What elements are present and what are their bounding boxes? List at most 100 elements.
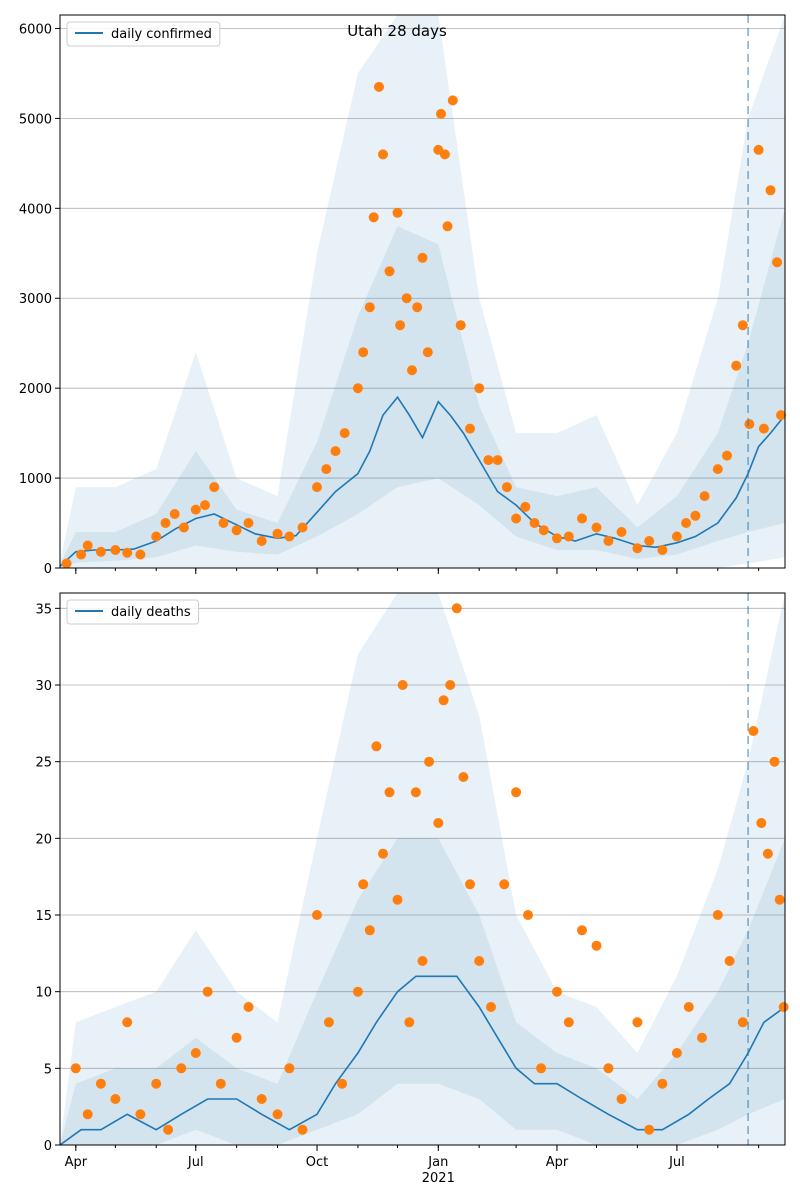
top-ytick-label-4: 4000	[19, 202, 52, 217]
top-point	[378, 149, 388, 160]
top-point	[151, 531, 162, 542]
bottom-point	[433, 818, 444, 828]
bottom-point	[523, 910, 533, 920]
xtick-label-5: Jul	[668, 1155, 685, 1170]
bottom-point	[657, 1078, 668, 1089]
xtick-label-0: Apr	[65, 1155, 88, 1170]
bottom-point	[284, 1063, 295, 1074]
top-point	[616, 527, 627, 537]
top-point	[690, 510, 701, 521]
top-point	[501, 482, 512, 493]
bottom-point	[591, 940, 602, 951]
bottom-band-1	[60, 838, 785, 1145]
bottom-point	[697, 1032, 707, 1043]
bottom-point	[135, 1109, 146, 1120]
bottom-ytick-label-4: 20	[35, 832, 52, 847]
bottom-point	[163, 1124, 174, 1135]
bottom-point	[256, 1094, 267, 1104]
top-point	[218, 518, 229, 528]
bottom-point	[358, 879, 369, 890]
top-point	[61, 558, 72, 569]
top-point	[243, 518, 254, 528]
bottom-point	[616, 1094, 627, 1104]
bottom-bands	[60, 593, 785, 1145]
top-point	[603, 536, 614, 546]
top-axes-frame	[59, 14, 786, 569]
bottom-point	[297, 1124, 308, 1135]
chart-title: Utah 28 days	[347, 22, 447, 40]
bottom-point	[552, 986, 562, 997]
top-point	[439, 149, 450, 160]
bottom-point	[778, 1002, 789, 1012]
bottom-point	[215, 1078, 226, 1089]
bottom-point	[312, 910, 322, 920]
bottom-point	[563, 1017, 574, 1028]
top-ytick-label-3: 3000	[19, 292, 52, 307]
top-point	[538, 525, 549, 536]
bottom-point	[384, 787, 395, 798]
bottom-point	[231, 1032, 242, 1043]
top-point	[200, 500, 210, 511]
top-point	[552, 533, 562, 544]
bottom-point	[122, 1017, 133, 1028]
top-point	[492, 455, 503, 466]
bottom-point	[397, 680, 408, 690]
bottom-point	[272, 1109, 283, 1120]
top-point	[465, 423, 475, 434]
top-legend-box	[66, 21, 221, 47]
top-point	[681, 518, 692, 528]
top-points	[61, 81, 786, 569]
top-point	[417, 252, 428, 263]
top-point	[511, 513, 522, 524]
top-point	[447, 95, 458, 106]
top-point	[474, 383, 485, 394]
bottom-point	[474, 956, 485, 966]
bottom-point	[70, 1063, 81, 1074]
bottom-xticks: Apr Jul Oct Jan Apr Jul	[65, 1145, 760, 1170]
top-point	[591, 522, 602, 533]
bottom-point	[724, 956, 735, 966]
bottom-ytick-label-1: 5	[44, 1062, 52, 1077]
bottom-point	[451, 603, 462, 614]
top-point	[657, 545, 668, 555]
top-point	[577, 513, 587, 524]
bottom-ytick-label-2: 10	[35, 986, 52, 1001]
bottom-point	[424, 756, 435, 767]
top-point	[178, 522, 189, 533]
top-point	[772, 257, 783, 268]
top-point	[455, 320, 466, 331]
bottom-ytick-label-3: 15	[35, 909, 52, 924]
top-point	[82, 540, 93, 551]
bottom-point	[392, 894, 403, 905]
top-point	[632, 543, 643, 554]
bottom-point	[748, 726, 759, 736]
top-point	[765, 185, 776, 196]
top-series-line-0	[59, 395, 786, 567]
top-point	[256, 536, 267, 546]
top-point	[776, 410, 786, 421]
bottom-point	[671, 1048, 682, 1058]
top-point	[110, 545, 121, 555]
bottom-point	[644, 1124, 655, 1135]
bottom-ytick-label-0: 0	[44, 1139, 52, 1154]
top-point	[671, 531, 682, 542]
top-ytick-label-1: 1000	[19, 472, 52, 487]
bottom-point	[364, 925, 375, 936]
bottom-line-layer	[59, 975, 786, 1146]
bottom-point	[404, 1017, 415, 1028]
top-point	[520, 501, 531, 512]
top-point	[384, 266, 395, 277]
bottom-point	[762, 848, 773, 859]
bottom-point	[445, 680, 456, 690]
top-point	[753, 144, 764, 155]
bottom-point	[712, 910, 723, 920]
bottom-point	[110, 1094, 121, 1104]
x-year-label: 2021	[422, 1171, 455, 1186]
top-point	[407, 365, 417, 376]
bottom-point	[190, 1048, 201, 1058]
bottom-point	[536, 1063, 547, 1074]
top-ytick-label-6: 6000	[19, 22, 52, 37]
top-point	[284, 531, 295, 542]
chart-bottom: 0 5 10 15 20 25 30 35 Apr Jul Oct Jan Apr Jul 2021 d…	[35, 592, 789, 1186]
